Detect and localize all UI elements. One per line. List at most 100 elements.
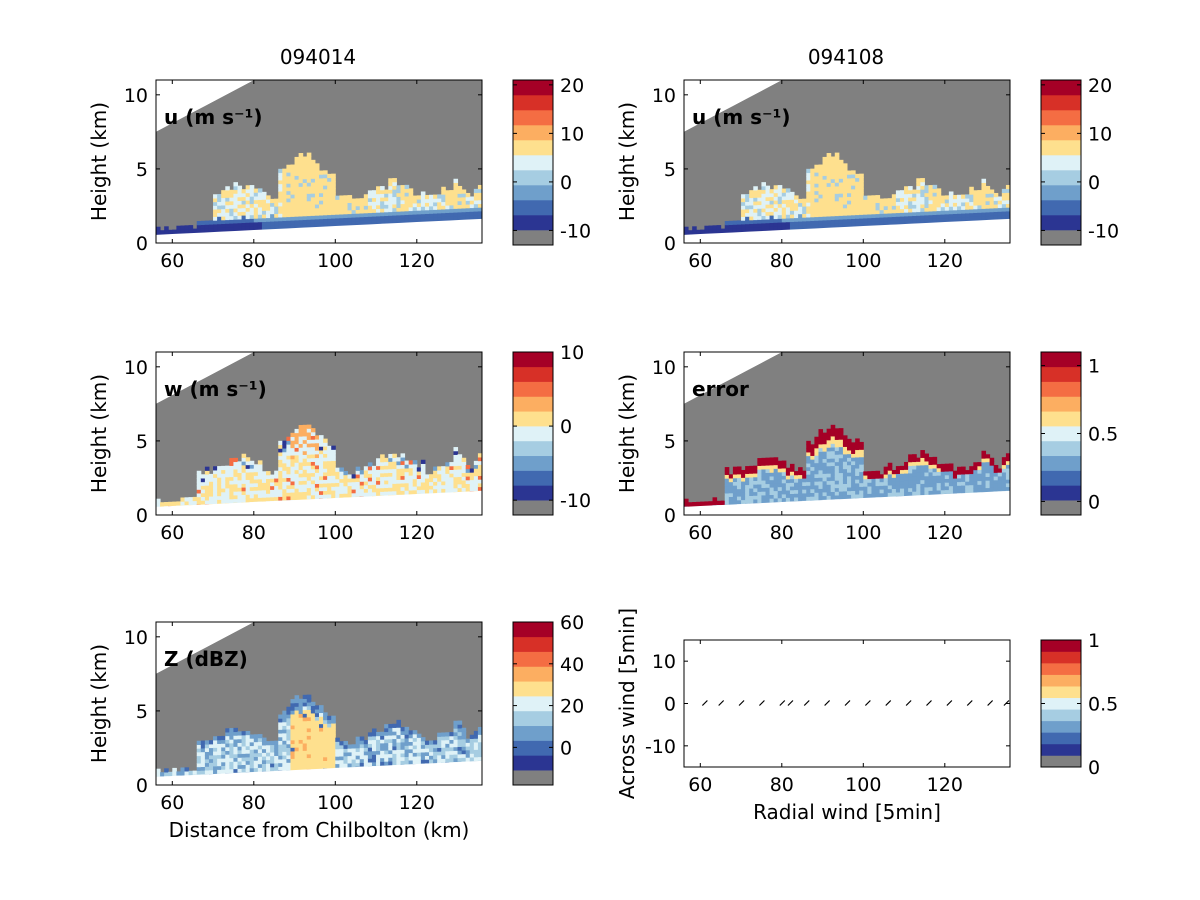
- field-cell: [802, 496, 807, 501]
- field-cell: [282, 477, 287, 482]
- field-cell: [830, 204, 836, 209]
- field-cell: [838, 476, 844, 481]
- field-cell: [327, 460, 332, 465]
- field-cell: [376, 465, 381, 470]
- field-cell: [400, 453, 406, 458]
- field-cell: [237, 498, 243, 503]
- field-cell: [692, 230, 697, 235]
- field-cell: [257, 192, 263, 197]
- field-cell: [229, 469, 234, 474]
- field-cell: [298, 487, 304, 493]
- field-cell: [229, 746, 234, 751]
- field-cell: [323, 479, 328, 484]
- field-cell: [245, 494, 251, 499]
- field-cell: [282, 172, 287, 177]
- field-cell: [847, 438, 852, 444]
- field-cell: [745, 477, 750, 482]
- field-cell: [859, 188, 864, 193]
- field-cell: [270, 759, 275, 764]
- field-cell: [936, 475, 942, 480]
- field-cell: [319, 738, 324, 743]
- field-cell: [404, 207, 410, 212]
- field-cell: [859, 493, 864, 499]
- field-cell: [384, 461, 389, 466]
- field-cell: [396, 196, 401, 201]
- colorbar-band: [513, 95, 553, 111]
- field-cell: [363, 758, 369, 763]
- field-cell: [789, 463, 795, 469]
- field-cell: [851, 471, 856, 477]
- field-cell: [213, 484, 218, 489]
- field-cell: [310, 215, 316, 220]
- field-cell: [229, 461, 234, 466]
- field-cell: [732, 492, 738, 497]
- field-cell: [952, 209, 958, 214]
- field-cell: [920, 450, 925, 455]
- field-cell: [339, 741, 344, 746]
- field-cell: [286, 444, 291, 449]
- field-cell: [1001, 192, 1007, 197]
- field-cell: [319, 472, 324, 477]
- field-cell: [400, 199, 406, 205]
- field-cell: [761, 461, 766, 466]
- field-cell: [217, 194, 222, 199]
- field-cell: [294, 451, 300, 456]
- field-cell: [221, 190, 226, 195]
- field-cell: [204, 228, 210, 233]
- field-cell: [851, 192, 856, 197]
- field-cell: [814, 444, 819, 449]
- field-cell: [282, 168, 287, 173]
- field-cell: [282, 470, 287, 475]
- field-cell: [233, 182, 238, 187]
- field-cell: [404, 195, 410, 201]
- field-cell: [469, 479, 475, 484]
- field-cell: [213, 477, 218, 482]
- field-cell: [204, 500, 210, 505]
- field-cell: [363, 209, 369, 214]
- field-cell: [343, 485, 349, 490]
- field-cell: [294, 747, 300, 752]
- field-cell: [457, 731, 463, 736]
- field-cell: [241, 483, 247, 488]
- field-cell: [261, 471, 267, 476]
- field-cell: [319, 214, 324, 220]
- field-cell: [920, 490, 925, 496]
- field-cell: [453, 739, 459, 744]
- field-cell: [920, 457, 925, 462]
- field-cell: [367, 220, 373, 225]
- field-cell: [359, 212, 365, 218]
- field-cell: [314, 181, 320, 187]
- field-cell: [204, 220, 210, 225]
- field-cell: [245, 188, 251, 194]
- field-cell: [225, 473, 230, 478]
- field-cell: [859, 218, 864, 223]
- field-cell: [327, 214, 332, 219]
- field-cell: [412, 748, 418, 753]
- field-cell: [429, 759, 434, 764]
- field-cell: [449, 469, 454, 474]
- field-cell: [323, 490, 328, 495]
- field-cell: [380, 461, 385, 466]
- field-cell: [241, 475, 247, 481]
- field-cell: [221, 765, 226, 770]
- field-cell: [408, 192, 414, 197]
- field-cell: [965, 209, 970, 214]
- field-cell: [810, 466, 815, 471]
- field-cell: [298, 724, 304, 729]
- field-cell: [847, 200, 852, 205]
- field-cell: [294, 436, 300, 441]
- field-cell: [753, 465, 758, 470]
- field-cell: [830, 476, 836, 481]
- field-cell: [449, 754, 454, 759]
- field-cell: [261, 737, 267, 742]
- field-cell: [912, 200, 917, 205]
- field-cell: [745, 473, 750, 478]
- colorbar-tick-label: 0: [560, 416, 572, 438]
- field-cell: [985, 465, 991, 470]
- field-cell: [424, 198, 430, 203]
- field-cell: [278, 213, 283, 218]
- field-cell: [331, 745, 336, 750]
- field-cell: [936, 467, 942, 472]
